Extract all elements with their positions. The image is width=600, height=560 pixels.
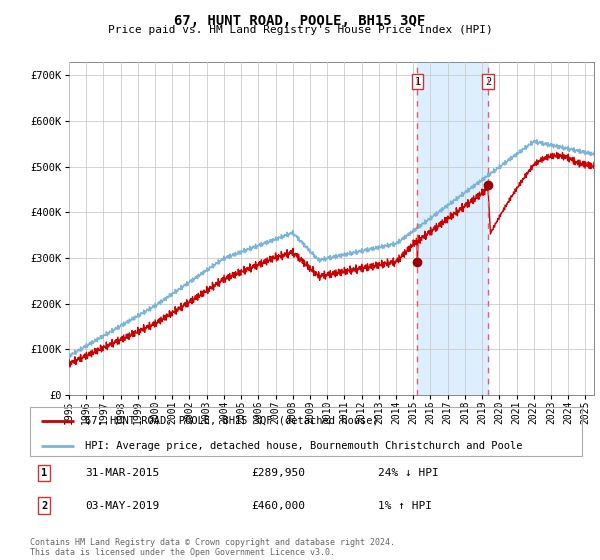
Text: Price paid vs. HM Land Registry's House Price Index (HPI): Price paid vs. HM Land Registry's House …: [107, 25, 493, 35]
Text: 67, HUNT ROAD, POOLE, BH15 3QF: 67, HUNT ROAD, POOLE, BH15 3QF: [175, 14, 425, 28]
Text: Contains HM Land Registry data © Crown copyright and database right 2024.
This d: Contains HM Land Registry data © Crown c…: [30, 538, 395, 557]
Text: 24% ↓ HPI: 24% ↓ HPI: [378, 468, 439, 478]
Text: £289,950: £289,950: [251, 468, 305, 478]
Text: 1: 1: [41, 468, 47, 478]
Text: 03-MAY-2019: 03-MAY-2019: [85, 501, 160, 511]
Text: 67, HUNT ROAD, POOLE, BH15 3QF (detached house): 67, HUNT ROAD, POOLE, BH15 3QF (detached…: [85, 416, 379, 426]
Text: £460,000: £460,000: [251, 501, 305, 511]
Text: 1% ↑ HPI: 1% ↑ HPI: [378, 501, 432, 511]
Text: 2: 2: [485, 77, 491, 87]
Text: 31-MAR-2015: 31-MAR-2015: [85, 468, 160, 478]
Text: HPI: Average price, detached house, Bournemouth Christchurch and Poole: HPI: Average price, detached house, Bour…: [85, 441, 523, 451]
Text: 2: 2: [41, 501, 47, 511]
Text: 1: 1: [414, 77, 421, 87]
Bar: [418, 62, 488, 395]
